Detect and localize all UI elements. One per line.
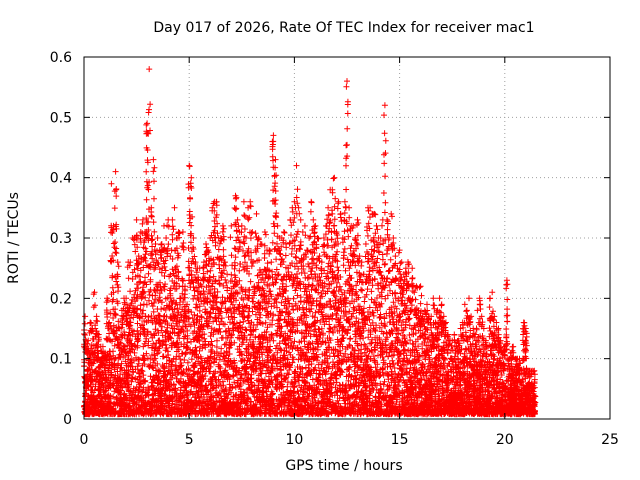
y-tick-label: 0	[63, 412, 72, 428]
y-axis-title: ROTI / TECUs	[6, 192, 22, 284]
axis-ticks: 0 5 10 15 20 25 0 0.1 0.2 0.3 0.4 0.5 0.6	[50, 50, 619, 448]
y-tick-label: 0.6	[50, 50, 72, 66]
chart-title: Day 017 of 2026, Rate Of TEC Index for r…	[153, 20, 534, 36]
x-tick-label: 5	[185, 432, 194, 448]
y-tick-label: 0.4	[50, 171, 72, 187]
y-tick-label: 0.3	[50, 231, 72, 247]
y-tick-label: 0.5	[50, 110, 72, 126]
x-tick-label: 0	[80, 432, 89, 448]
data-points	[81, 66, 539, 418]
y-tick-label: 0.1	[50, 352, 72, 368]
x-tick-label: 10	[285, 432, 303, 448]
x-tick-label: 15	[391, 432, 409, 448]
y-tick-label: 0.2	[50, 291, 72, 307]
x-axis-title: GPS time / hours	[285, 458, 402, 474]
x-tick-label: 25	[601, 432, 619, 448]
scatter-markers	[81, 66, 539, 418]
x-tick-label: 20	[496, 432, 514, 448]
